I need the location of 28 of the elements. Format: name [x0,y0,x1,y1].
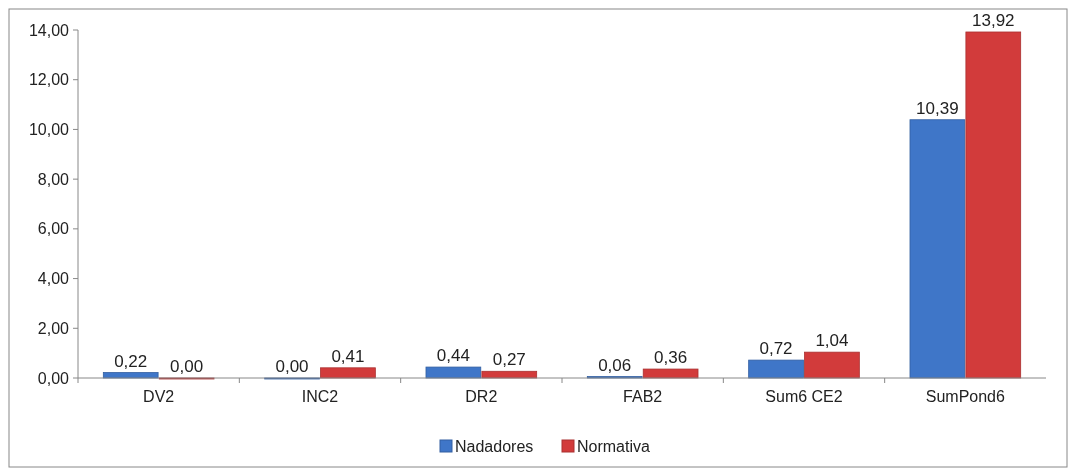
data-label: 0,00 [170,357,204,376]
x-tick-label: DV2 [143,388,175,405]
data-label: 0,27 [492,350,526,370]
data-label: 0,41 [331,346,365,366]
data-label: 0,00 [275,357,309,376]
y-tick-label: 6,00 [37,220,70,238]
y-tick-label: 4,00 [37,270,70,288]
x-tick-label: SumPond6 [925,388,1006,405]
y-tick-label: 0,00 [37,369,70,387]
y-tick-label: 2,00 [37,319,70,337]
x-tick-label: Sum6 CE2 [765,388,843,405]
y-tick-label: 14,00 [28,21,70,39]
data-label: 0,44 [436,346,470,366]
y-tick-label: 12,00 [28,71,70,89]
data-label: 0,36 [654,348,688,368]
data-label: 0,06 [598,355,632,375]
y-tick-label: 10,00 [28,121,70,139]
x-tick-label: FAB2 [623,388,663,405]
data-label: 13,92 [972,10,1015,30]
data-label: 0,72 [759,339,793,359]
x-tick-label: INC2 [301,388,339,405]
data-label: 1,04 [815,331,849,351]
legend-label: Nadadores [455,437,534,455]
data-label: 0,22 [114,351,148,371]
legend-label: Normativa [577,437,651,455]
x-tick-label: DR2 [465,388,498,405]
y-tick-label: 8,00 [37,170,70,188]
data-label: 10,39 [916,98,959,118]
